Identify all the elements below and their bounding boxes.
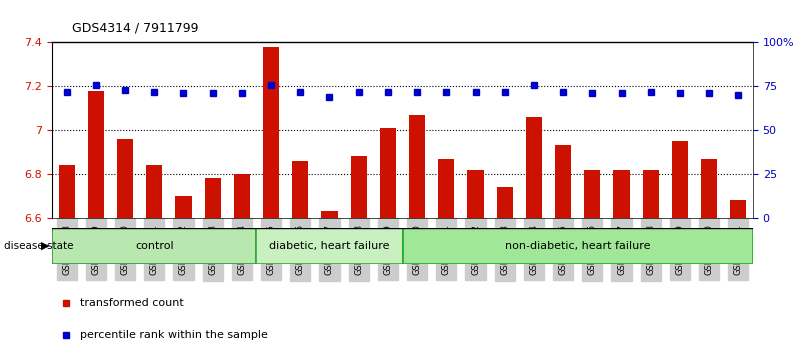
- Text: GDS4314 / 7911799: GDS4314 / 7911799: [72, 21, 199, 34]
- Text: disease state: disease state: [4, 241, 74, 251]
- Bar: [204, 178, 221, 218]
- Text: percentile rank within the sample: percentile rank within the sample: [80, 330, 268, 339]
- Bar: [438, 159, 454, 218]
- Bar: [52, 228, 256, 264]
- Bar: [256, 228, 402, 264]
- Bar: [701, 159, 717, 218]
- Bar: [351, 156, 367, 218]
- Bar: [147, 165, 163, 218]
- Bar: [497, 187, 513, 218]
- Bar: [584, 170, 601, 218]
- Text: ▶: ▶: [41, 241, 50, 251]
- Bar: [263, 47, 279, 218]
- Bar: [526, 117, 542, 218]
- Bar: [58, 165, 74, 218]
- Text: diabetic, heart failure: diabetic, heart failure: [269, 241, 390, 251]
- Bar: [292, 161, 308, 218]
- Bar: [731, 200, 747, 218]
- Bar: [614, 170, 630, 218]
- Text: non-diabetic, heart failure: non-diabetic, heart failure: [505, 241, 650, 251]
- Bar: [321, 211, 337, 218]
- Text: transformed count: transformed count: [80, 298, 184, 308]
- Text: control: control: [135, 241, 174, 251]
- Bar: [175, 196, 191, 218]
- Bar: [409, 115, 425, 218]
- Bar: [402, 228, 753, 264]
- Bar: [117, 139, 133, 218]
- Bar: [672, 141, 688, 218]
- Bar: [234, 174, 250, 218]
- Bar: [642, 170, 658, 218]
- Bar: [380, 128, 396, 218]
- Bar: [88, 91, 104, 218]
- Bar: [468, 170, 484, 218]
- Bar: [555, 145, 571, 218]
